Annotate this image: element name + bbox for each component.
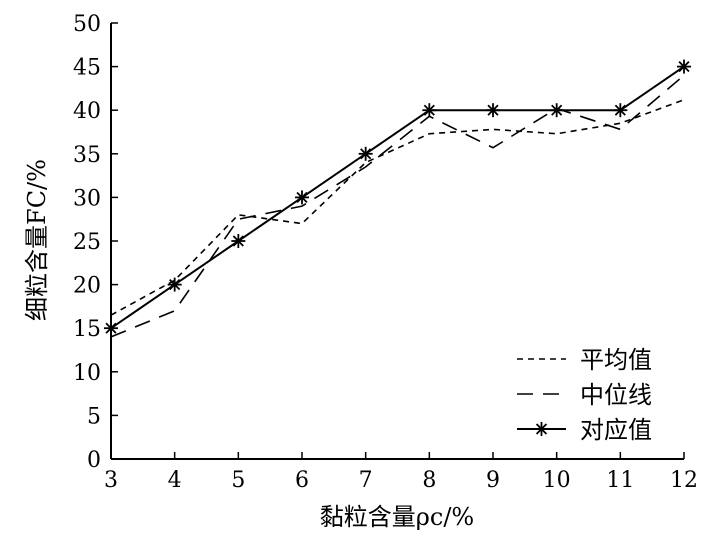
y-tick-label: 20 [73,274,101,299]
y-tick-label: 10 [73,361,101,386]
data-point-marker [677,59,691,74]
x-tick-label: 9 [486,468,500,493]
data-point-marker [422,103,437,118]
x-tick-label: 7 [359,468,373,493]
data-point-marker [167,277,182,292]
data-point-marker [231,234,246,248]
data-point-marker [104,321,118,336]
star-stroke [169,279,181,291]
y-tick-label: 15 [73,317,101,342]
series-line-2 [110,74,685,338]
legend-label-2: 中位线 [580,381,652,409]
data-point-marker [549,103,564,118]
x-axis-title: 黏粒含量ρc/% [320,503,474,531]
star-stroke [535,423,548,435]
legend-label-1: 平均值 [580,346,652,374]
star-stroke [105,322,117,334]
legend-label-3: 对应值 [580,416,652,444]
star-stroke [360,148,372,160]
x-tick-label: 12 [670,468,698,493]
data-point-marker [358,146,373,161]
y-axis-title: 细粒含量FC/% [23,159,51,321]
x-tick-label: 6 [295,468,309,493]
y-tick-label: 0 [87,448,101,473]
data-point-marker [486,103,500,118]
star-stroke [551,104,563,116]
data-point-marker [295,190,309,205]
data-point-marker [613,103,628,118]
x-tick-label: 8 [422,468,436,493]
y-axis-ticks: 0 5 10 15 20 25 30 35 40 45 50 [73,12,118,473]
y-tick-label: 25 [73,230,101,255]
series-line-3 [110,65,685,330]
y-tick-label: 40 [73,99,101,124]
series-layer [104,59,691,338]
y-tick-label: 45 [73,56,101,81]
star-stroke [232,235,244,247]
x-tick-label: 11 [606,468,634,493]
star-stroke [678,61,690,73]
star-stroke [614,104,626,116]
star-stroke [296,191,308,203]
star-stroke [423,104,435,116]
y-tick-label: 50 [73,12,101,37]
x-tick-label: 4 [168,468,182,493]
x-axis-ticks: 3 4 5 6 7 8 9 10 11 12 [104,452,698,493]
y-tick-label: 5 [87,404,101,429]
y-tick-label: 30 [73,186,101,211]
x-tick-label: 5 [231,468,245,493]
legend-marker [534,422,549,436]
y-tick-label: 35 [73,143,101,168]
star-stroke [487,104,499,116]
x-tick-label: 10 [543,468,571,493]
x-tick-label: 3 [104,468,118,493]
